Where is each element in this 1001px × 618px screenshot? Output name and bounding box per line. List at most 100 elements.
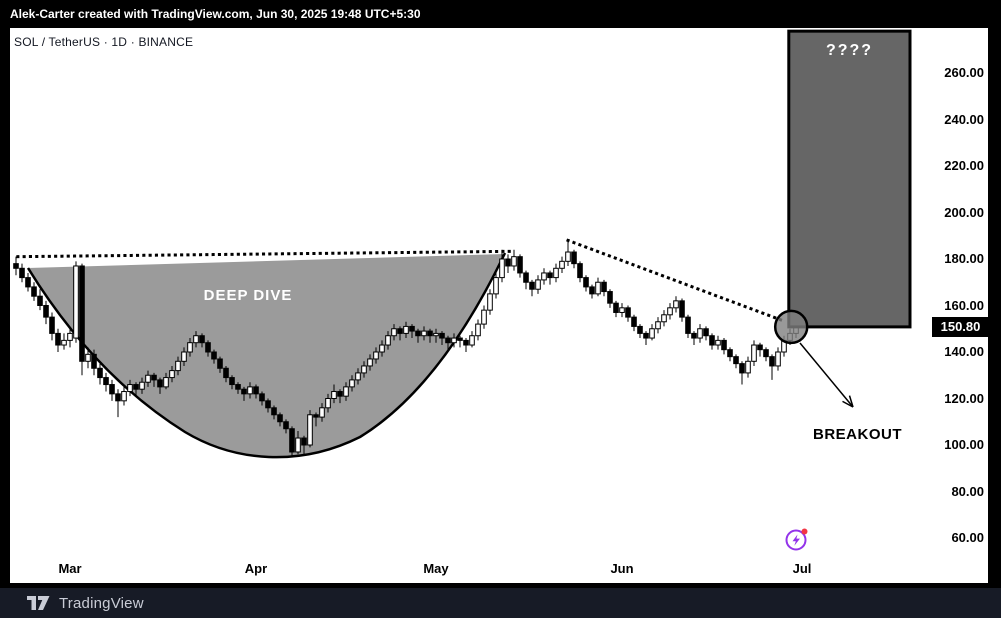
candle-down (769, 356, 775, 367)
candle-up (307, 414, 313, 446)
candle-up (553, 267, 559, 279)
price-axis[interactable]: 260.00 240.00 220.00 200.00 180.00 160.00 140.… (920, 28, 988, 556)
candle-up (433, 332, 439, 337)
candle-down (79, 265, 85, 362)
candle-down (427, 330, 433, 337)
candle-up (715, 339, 721, 346)
month-label: Jul (792, 561, 812, 576)
candle-up (67, 332, 73, 341)
candle-down (685, 316, 691, 334)
breakout-circle (773, 309, 809, 345)
candle-up (139, 381, 145, 390)
price-tick-label: 160.00 (944, 297, 984, 313)
candle-up (121, 391, 127, 402)
candle-up (541, 272, 547, 281)
candle-down (25, 277, 31, 288)
candle-up (661, 314, 667, 323)
tradingview-logo-icon[interactable] (27, 596, 50, 610)
candle-down (445, 337, 451, 344)
candle-down (13, 263, 19, 269)
candle-down (157, 379, 163, 388)
candle-down (757, 344, 763, 351)
cup-pattern-shading (28, 253, 505, 458)
candle-up (169, 370, 175, 379)
flash-event-icon[interactable] (783, 526, 810, 553)
month-label: Apr (244, 561, 268, 576)
candle-down (739, 363, 745, 374)
candle-up (373, 351, 379, 360)
candle-down (211, 351, 217, 360)
candle-down (637, 325, 643, 334)
price-tick-label: 200.00 (944, 204, 984, 220)
candle-down (517, 256, 523, 274)
breakout-label: BREAKOUT (813, 426, 902, 443)
candle-down (265, 400, 271, 409)
time-axis[interactable]: Mar Apr May Jun Jul (10, 556, 920, 583)
price-tick-label: 120.00 (944, 390, 984, 406)
candle-up (331, 391, 337, 399)
candle-up (163, 377, 169, 388)
candle-down (505, 258, 511, 267)
month-label: May (423, 561, 449, 576)
candle-up (349, 379, 355, 388)
month-label: Mar (58, 561, 82, 576)
candle-up (343, 386, 349, 397)
candle-up (187, 342, 193, 353)
candle-down (547, 272, 553, 279)
cup-arc (26, 252, 507, 459)
candle-up (775, 351, 781, 367)
price-tick-label: 240.00 (944, 111, 984, 127)
candle-down (415, 330, 421, 337)
candle-up (325, 398, 331, 409)
breakout-arrow (799, 342, 854, 408)
candle-down (253, 386, 259, 395)
candle-down (763, 349, 769, 358)
candle-down (151, 374, 157, 381)
candle-down (97, 367, 103, 379)
price-tick-label: 60.00 (951, 530, 984, 545)
candle-up (499, 258, 505, 279)
candle-down (397, 328, 403, 334)
candle-down (19, 267, 25, 279)
breakout-arrowhead (842, 395, 854, 408)
candle-down (277, 414, 283, 423)
candle-up (193, 335, 199, 344)
candle-up (493, 277, 499, 295)
candle-up (535, 279, 541, 290)
candle-down (457, 337, 463, 341)
candle-down (241, 388, 247, 395)
candle-up (379, 344, 385, 353)
candle-up (565, 251, 571, 262)
candle-up (247, 386, 253, 395)
candle-up (481, 309, 487, 325)
projection-box-label: ???? (825, 42, 874, 59)
candle-down (583, 277, 589, 288)
candle-down (709, 335, 715, 346)
candle-up (61, 339, 67, 346)
price-tick-label: 260.00 (944, 65, 984, 80)
price-tick-label: 180.00 (944, 251, 984, 266)
candle-down (223, 367, 229, 379)
price-tick-label: 100.00 (944, 437, 984, 452)
price-tick-label: 140.00 (944, 344, 984, 359)
month-label: Jun (610, 561, 634, 576)
candle-down (259, 393, 265, 402)
symbol-title: SOL / TetherUS · 1D · BINANCE (14, 35, 194, 49)
candle-down (589, 286, 595, 295)
candle-up (319, 407, 325, 418)
candle-down (133, 384, 139, 390)
candle-down (601, 281, 607, 293)
candle-up (145, 374, 151, 383)
candle-up (673, 300, 679, 309)
candle-down (337, 391, 343, 397)
candle-down (289, 428, 295, 453)
candle-down (91, 353, 97, 369)
candle-up (421, 330, 427, 337)
candle-down (37, 295, 43, 307)
candle-up (391, 328, 397, 337)
candle-up (595, 281, 601, 295)
candle-down (43, 305, 49, 318)
candle-down (409, 325, 415, 332)
